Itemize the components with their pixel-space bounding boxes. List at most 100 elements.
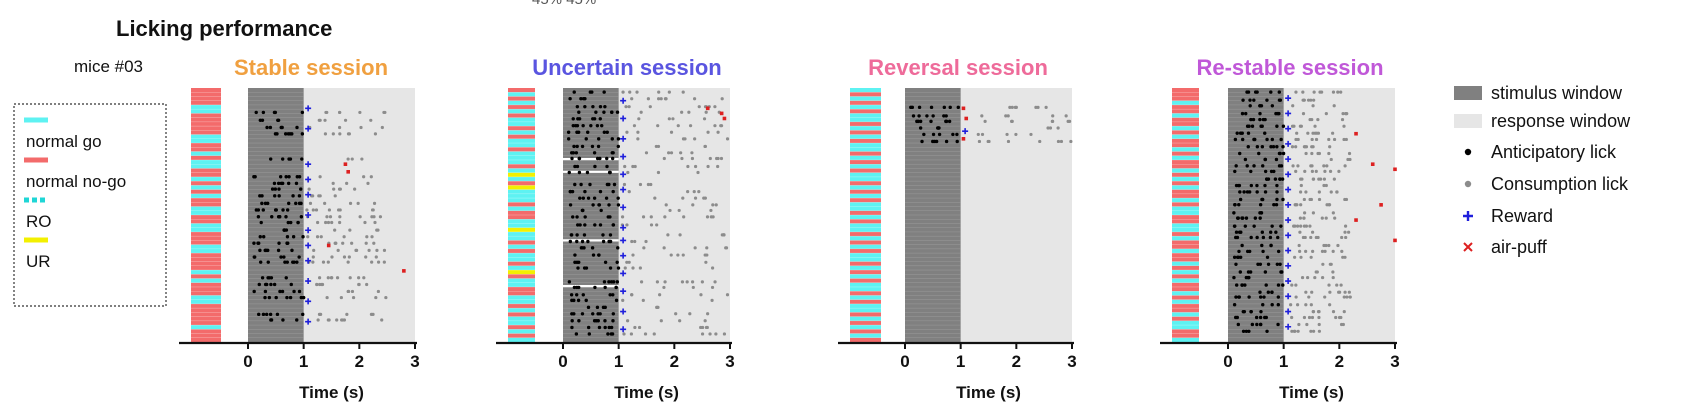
- consumption-lick: [311, 255, 315, 259]
- consumption-lick: [323, 118, 327, 122]
- trial-bar-segment: [508, 215, 535, 220]
- consumption-lick: [335, 276, 340, 280]
- trial-bar-segment: [508, 198, 535, 203]
- consumption-lick: [1342, 124, 1346, 128]
- anticipatory-lick: [1270, 290, 1274, 294]
- anticipatory-lick: [1277, 98, 1282, 102]
- trial-bar-segment: [1172, 206, 1199, 212]
- event-legend-marker-3: [1464, 180, 1472, 188]
- trial-bar-segment: [191, 134, 221, 140]
- trial-bar-segment: [850, 164, 881, 169]
- reward-marker: [1285, 262, 1292, 269]
- x-tick-label: 3: [725, 352, 734, 371]
- consumption-lick: [305, 208, 309, 212]
- anticipatory-lick: [577, 319, 581, 323]
- consumption-lick: [716, 164, 720, 169]
- consumption-lick: [380, 318, 384, 322]
- trial-bar-segment: [1172, 100, 1199, 106]
- anticipatory-lick: [1252, 98, 1256, 102]
- trial-bar-segment: [508, 248, 535, 254]
- trial-bar-segment: [1172, 104, 1199, 110]
- anticipatory-lick: [569, 293, 574, 297]
- consumption-lick: [656, 170, 661, 175]
- x-tick-label: 3: [1067, 352, 1076, 371]
- consumption-lick: [1341, 322, 1345, 327]
- anticipatory-lick: [1259, 309, 1263, 314]
- consumption-lick: [669, 151, 674, 155]
- anticipatory-lick: [583, 189, 587, 194]
- anticipatory-lick: [575, 164, 580, 169]
- anticipatory-lick: [289, 282, 293, 287]
- consumption-lick: [1067, 119, 1072, 123]
- consumption-lick: [316, 318, 320, 322]
- anticipatory-lick: [1276, 322, 1280, 327]
- anticipatory-lick: [611, 189, 615, 194]
- trial-bar-segment: [1172, 181, 1199, 186]
- anticipatory-lick: [586, 239, 590, 244]
- consumption-lick: [362, 276, 366, 280]
- consumption-lick: [702, 117, 707, 121]
- consumption-lick: [364, 255, 368, 259]
- consumption-lick: [1320, 249, 1325, 254]
- anticipatory-lick: [1237, 295, 1241, 299]
- consumption-lick: [636, 137, 640, 141]
- anticipatory-lick: [1269, 243, 1273, 248]
- anticipatory-lick: [590, 144, 595, 149]
- anticipatory-lick: [265, 125, 269, 130]
- anticipatory-lick: [602, 130, 607, 134]
- trial-bar-segment: [1172, 282, 1199, 288]
- consumption-lick: [1347, 230, 1351, 234]
- anticipatory-lick: [917, 114, 921, 118]
- airpuff-marker: [1393, 167, 1397, 172]
- consumption-lick: [1347, 151, 1352, 156]
- trial-bar-segment: [850, 248, 881, 254]
- anticipatory-lick: [615, 110, 620, 114]
- consumption-lick: [1302, 197, 1306, 202]
- trial-bar-segment: [850, 219, 881, 224]
- trial-bar-segment: [1172, 333, 1199, 339]
- anticipatory-lick: [1278, 262, 1282, 266]
- consumption-lick: [1010, 119, 1014, 123]
- trial-bar-segment: [191, 227, 221, 233]
- anticipatory-lick: [593, 164, 597, 169]
- consumption-lick: [1312, 90, 1316, 94]
- anticipatory-lick: [1274, 230, 1278, 234]
- consumption-lick: [980, 114, 984, 118]
- consumption-lick: [330, 220, 334, 225]
- airpuff-marker: [343, 162, 348, 166]
- anticipatory-lick: [258, 248, 262, 253]
- anticipatory-lick: [570, 298, 574, 303]
- consumption-lick: [375, 228, 379, 232]
- trial-bar-segment: [191, 219, 221, 224]
- anticipatory-lick: [297, 255, 301, 259]
- anticipatory-lick: [1253, 216, 1258, 220]
- anticipatory-lick: [595, 305, 600, 310]
- consumption-lick: [373, 220, 377, 225]
- consumption-lick: [703, 196, 707, 200]
- consumption-lick: [1292, 329, 1296, 333]
- consumption-lick: [316, 220, 320, 225]
- consumption-lick: [662, 285, 666, 290]
- trial-bar-segment: [191, 96, 221, 101]
- consumption-lick: [622, 182, 627, 187]
- consumption-lick: [1005, 132, 1009, 137]
- consumption-lick: [1311, 131, 1315, 135]
- consumption-lick: [676, 124, 680, 128]
- trial-bar-segment: [850, 320, 881, 326]
- trial-bar-segment: [1172, 223, 1199, 228]
- anticipatory-lick: [259, 220, 263, 225]
- anticipatory-lick: [1232, 255, 1237, 260]
- consumption-lick: [1301, 90, 1305, 94]
- trial-bar-segment: [191, 151, 221, 157]
- trial-bar-segment: [191, 270, 221, 275]
- consumption-lick: [663, 97, 668, 101]
- anticipatory-lick: [1281, 145, 1285, 149]
- trial-bar-segment: [1172, 159, 1199, 165]
- trial-bar-segment: [191, 176, 221, 182]
- consumption-lick: [1303, 235, 1307, 240]
- consumption-lick: [1299, 190, 1303, 194]
- consumption-lick: [332, 187, 336, 191]
- consumption-lick: [1328, 169, 1333, 174]
- anticipatory-lick: [1251, 117, 1256, 122]
- consumption-lick: [1304, 303, 1308, 307]
